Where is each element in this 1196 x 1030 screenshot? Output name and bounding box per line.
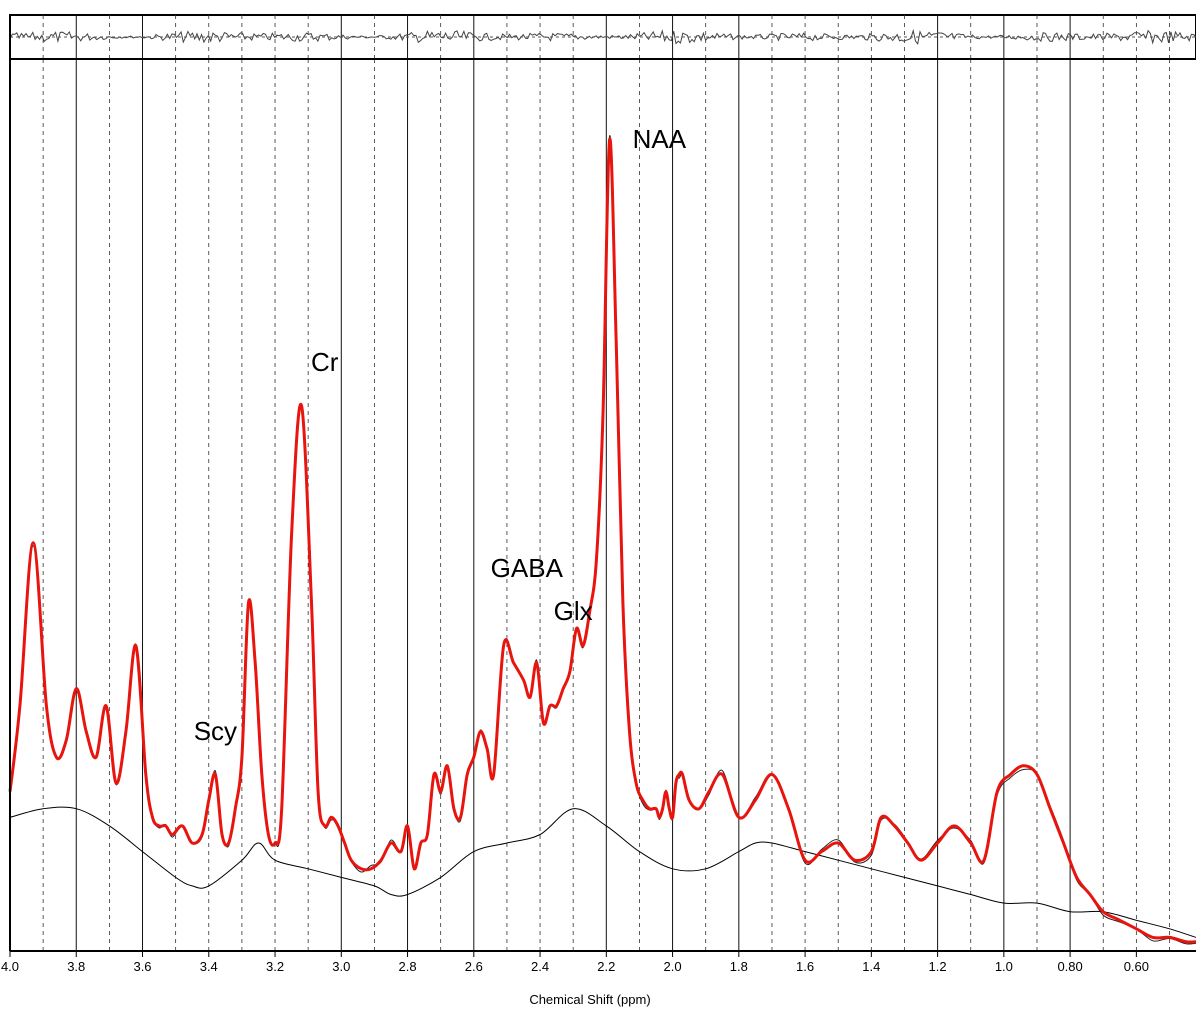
peak-label: Scy bbox=[194, 716, 237, 746]
x-tick-label: 2.6 bbox=[465, 959, 483, 974]
x-tick-labels: 4.0 3.8 3.6 3.4 3.2 3.0 2.8 2.6 2.4 2.2 2.0 1.8 1.6 1… bbox=[1, 959, 1149, 974]
x-tick-label: 1.0 bbox=[995, 959, 1013, 974]
x-tick-label: 1.8 bbox=[730, 959, 748, 974]
x-tick-label: 1.6 bbox=[796, 959, 814, 974]
peak-label: Cr bbox=[311, 347, 339, 377]
x-tick-label: 1.4 bbox=[862, 959, 880, 974]
data-line bbox=[9, 135, 1196, 945]
x-tick-marks bbox=[9, 951, 1137, 957]
x-tick-label: 3.6 bbox=[133, 959, 151, 974]
x-tick-label: 0.60 bbox=[1124, 959, 1149, 974]
peak-annotations: NAA Cr GABA Glx Scy bbox=[194, 124, 687, 746]
x-tick-label: 2.0 bbox=[664, 959, 682, 974]
x-tick-label: 3.2 bbox=[266, 959, 284, 974]
baseline-line bbox=[9, 806, 1196, 938]
x-tick-label: 2.8 bbox=[399, 959, 417, 974]
x-tick-label: 2.4 bbox=[531, 959, 549, 974]
x-tick-label: 0.80 bbox=[1057, 959, 1082, 974]
peak-label: GABA bbox=[491, 553, 564, 583]
fit-line bbox=[8, 137, 1196, 944]
x-tick-label: 3.4 bbox=[200, 959, 218, 974]
x-axis-title: Chemical Shift (ppm) bbox=[529, 992, 650, 1007]
x-tick-label: 3.0 bbox=[332, 959, 350, 974]
residual-line bbox=[9, 28, 1196, 45]
x-tick-label: 2.2 bbox=[597, 959, 615, 974]
x-tick-label: 1.2 bbox=[929, 959, 947, 974]
peak-label: NAA bbox=[633, 124, 687, 154]
peak-label: Glx bbox=[554, 596, 593, 626]
main-panel-grid bbox=[42, 59, 1170, 951]
x-tick-label: 4.0 bbox=[1, 959, 19, 974]
x-tick-label: 3.8 bbox=[67, 959, 85, 974]
